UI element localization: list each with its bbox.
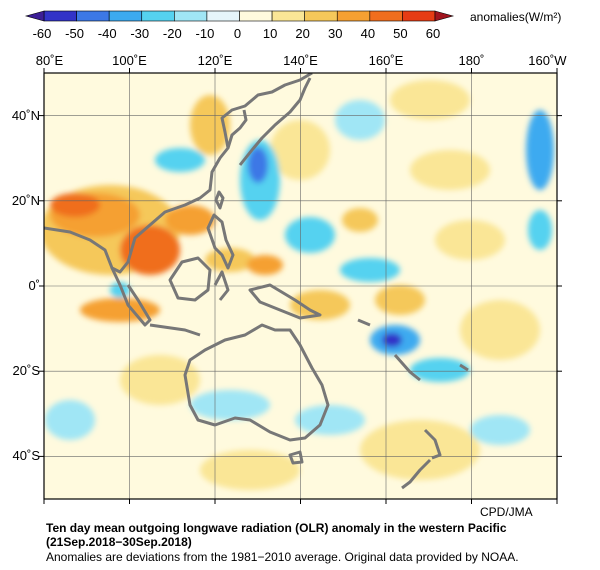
axis-ticks (39, 68, 562, 504)
colorbar-unit-label: anomalies(W/m²) (470, 10, 562, 24)
colorbar-tick-label: 30 (328, 26, 343, 41)
latitude-label: 40˚S (12, 448, 40, 464)
colorbar-tick-label: -50 (65, 26, 84, 41)
caption-title: Ten day mean outgoing longwave radiation… (46, 521, 507, 535)
longitude-label: 160˚E (368, 53, 404, 68)
colorbar-tick-label: -20 (162, 26, 182, 41)
colorbar-high-extension (434, 10, 455, 22)
latitude-label: 0˚ (28, 278, 40, 293)
colorbar-tick-label: -40 (97, 26, 117, 41)
colorbar-tick-label: 10 (262, 26, 278, 41)
colorbar (24, 10, 455, 22)
longitude-label: 180˚ (458, 53, 485, 68)
caption-dates: (21Sep.2018−30Sep.2018) (46, 535, 192, 549)
caption-note: Anomalies are deviations from the 1981−2… (46, 550, 519, 564)
colorbar-cells (24, 10, 455, 22)
coastlines (44, 73, 469, 490)
colorbar-low-extension (24, 10, 45, 22)
colorbar-tick-label: 60 (425, 26, 441, 41)
credit-label: CPD/JMA (480, 505, 533, 519)
longitude-label: 120˚E (197, 53, 233, 68)
colorbar-tick-label: 0 (233, 26, 242, 41)
colorbar-tick-label: 20 (295, 26, 310, 41)
colorbar-tick-label: -60 (32, 26, 52, 41)
colorbar-tick-label: -10 (195, 26, 215, 41)
longitude-label: 80˚E (35, 53, 64, 68)
colorbar-tick-label: 40 (360, 26, 376, 41)
latitude-label: 20˚S (12, 363, 40, 379)
longitude-label: 100˚E (112, 53, 147, 68)
longitude-label: 140˚E (283, 53, 318, 68)
anomaly-field (44, 80, 554, 490)
colorbar-tick-label: 50 (393, 26, 408, 41)
longitude-label: 160˚W (528, 53, 567, 68)
latitude-label: 20˚N (11, 192, 40, 208)
latitude-label: 40˚N (11, 107, 40, 123)
colorbar-tick-label: -30 (130, 26, 150, 41)
